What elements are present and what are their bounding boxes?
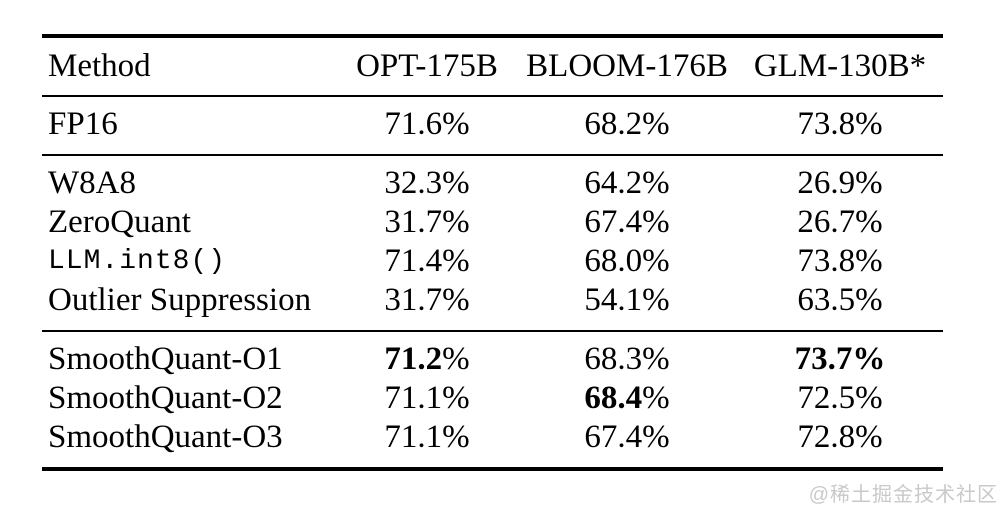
header-cell-opt-175b: OPT-175B bbox=[337, 36, 517, 97]
value-number: 67.4 bbox=[584, 204, 643, 240]
value-number: 73.8 bbox=[797, 106, 856, 142]
value-percent-sign: % bbox=[442, 341, 470, 377]
value-number: 68.0 bbox=[584, 243, 643, 279]
value-cell: 73.8% bbox=[737, 96, 943, 156]
method-cell: SmoothQuant-O3 bbox=[48, 419, 283, 455]
value-cell: 71.1% bbox=[337, 379, 517, 418]
value-percent-sign: % bbox=[642, 380, 670, 416]
value-percent-sign: % bbox=[855, 419, 883, 455]
value-number: 73.7 bbox=[794, 341, 853, 377]
value-cell: 68.2% bbox=[517, 96, 737, 156]
value-cell: 67.4% bbox=[517, 418, 737, 469]
value-percent-sign: % bbox=[442, 106, 470, 142]
value-cell: 54.1% bbox=[517, 281, 737, 332]
value-percent-sign: % bbox=[855, 243, 883, 279]
results-table-body: FP16 71.6% 68.2% 73.8% W8A8 32.3% 64.2% 26.9% Ze… bbox=[42, 96, 943, 469]
value-number: 72.8 bbox=[797, 419, 856, 455]
value-cell: 32.3% bbox=[337, 155, 517, 203]
value-number: 71.1 bbox=[384, 380, 443, 416]
header-cell-glm-130b: GLM-130B* bbox=[737, 36, 943, 97]
value-cell: 31.7% bbox=[337, 203, 517, 242]
table-row: SmoothQuant-O2 71.1% 68.4% 72.5% bbox=[42, 379, 943, 418]
header-cell-method: Method bbox=[42, 36, 337, 97]
value-cell: 31.7% bbox=[337, 281, 517, 332]
table-row: Outlier Suppression 31.7% 54.1% 63.5% bbox=[42, 281, 943, 332]
value-percent-sign: % bbox=[855, 282, 883, 318]
value-cell: 68.0% bbox=[517, 242, 737, 281]
value-percent-sign: % bbox=[642, 243, 670, 279]
header-cell-bloom-176b: BLOOM-176B bbox=[517, 36, 737, 97]
value-percent-sign: % bbox=[442, 165, 470, 201]
value-cell: 26.9% bbox=[737, 155, 943, 203]
value-percent-sign: % bbox=[442, 204, 470, 240]
value-number: 26.7 bbox=[797, 204, 856, 240]
value-number: 68.3 bbox=[584, 341, 643, 377]
results-table: Method OPT-175B BLOOM-176B GLM-130B* FP1… bbox=[42, 34, 943, 471]
value-percent-sign: % bbox=[855, 165, 883, 201]
value-cell: 68.3% bbox=[517, 331, 737, 379]
method-cell: SmoothQuant-O1 bbox=[48, 341, 283, 377]
method-cell: ZeroQuant bbox=[48, 204, 191, 240]
value-cell: 26.7% bbox=[737, 203, 943, 242]
value-cell: 73.7% bbox=[737, 331, 943, 379]
value-cell: 73.8% bbox=[737, 242, 943, 281]
value-percent-sign: % bbox=[855, 380, 883, 416]
value-number: 63.5 bbox=[797, 282, 856, 318]
value-cell: 68.4% bbox=[517, 379, 737, 418]
table-row: ZeroQuant 31.7% 67.4% 26.7% bbox=[42, 203, 943, 242]
value-cell: 71.4% bbox=[337, 242, 517, 281]
method-cell: LLM.int8() bbox=[48, 246, 227, 277]
value-number: 71.1 bbox=[384, 419, 443, 455]
value-number: 26.9 bbox=[797, 165, 856, 201]
value-percent-sign: % bbox=[642, 106, 670, 142]
value-cell: 71.1% bbox=[337, 418, 517, 469]
value-cell: 72.5% bbox=[737, 379, 943, 418]
value-percent-sign: % bbox=[852, 341, 886, 377]
value-cell: 72.8% bbox=[737, 418, 943, 469]
value-percent-sign: % bbox=[642, 282, 670, 318]
value-number: 64.2 bbox=[584, 165, 643, 201]
value-percent-sign: % bbox=[642, 165, 670, 201]
watermark: @稀土掘金技术社区 bbox=[808, 484, 998, 506]
value-cell: 63.5% bbox=[737, 281, 943, 332]
value-percent-sign: % bbox=[642, 341, 670, 377]
value-number: 71.2 bbox=[384, 341, 443, 377]
method-cell: Outlier Suppression bbox=[42, 281, 337, 332]
table-row: W8A8 32.3% 64.2% 26.9% bbox=[42, 155, 943, 203]
value-cell: 71.2% bbox=[337, 331, 517, 379]
value-percent-sign: % bbox=[642, 204, 670, 240]
value-percent-sign: % bbox=[855, 106, 883, 142]
value-number: 32.3 bbox=[384, 165, 443, 201]
table-row: SmoothQuant-O1 71.2% 68.3% 73.7% bbox=[42, 331, 943, 379]
value-cell: 64.2% bbox=[517, 155, 737, 203]
method-cell: FP16 bbox=[42, 96, 337, 156]
value-percent-sign: % bbox=[442, 380, 470, 416]
table-row: SmoothQuant-O3 71.1% 67.4% 72.8% bbox=[42, 418, 943, 469]
value-percent-sign: % bbox=[442, 243, 470, 279]
table-row: LLM.int8() 71.4% 68.0% 73.8% bbox=[42, 242, 943, 281]
value-cell: 67.4% bbox=[517, 203, 737, 242]
method-cell: SmoothQuant-O2 bbox=[48, 380, 283, 416]
table-row: FP16 71.6% 68.2% 73.8% bbox=[42, 96, 943, 156]
value-number: 68.4 bbox=[584, 380, 643, 416]
value-number: 31.7 bbox=[384, 282, 443, 318]
value-number: 73.8 bbox=[797, 243, 856, 279]
header-row: Method OPT-175B BLOOM-176B GLM-130B* bbox=[42, 36, 943, 97]
value-number: 72.5 bbox=[797, 380, 856, 416]
method-cell: W8A8 bbox=[48, 165, 136, 201]
value-number: 71.6 bbox=[384, 106, 443, 142]
value-number: 67.4 bbox=[584, 419, 643, 455]
value-percent-sign: % bbox=[855, 204, 883, 240]
value-cell: 71.6% bbox=[337, 96, 517, 156]
value-number: 31.7 bbox=[384, 204, 443, 240]
value-percent-sign: % bbox=[442, 419, 470, 455]
results-table-container: Method OPT-175B BLOOM-176B GLM-130B* FP1… bbox=[42, 34, 943, 471]
value-percent-sign: % bbox=[642, 419, 670, 455]
value-number: 68.2 bbox=[584, 106, 643, 142]
value-number: 71.4 bbox=[384, 243, 443, 279]
value-number: 54.1 bbox=[584, 282, 643, 318]
value-percent-sign: % bbox=[442, 282, 470, 318]
